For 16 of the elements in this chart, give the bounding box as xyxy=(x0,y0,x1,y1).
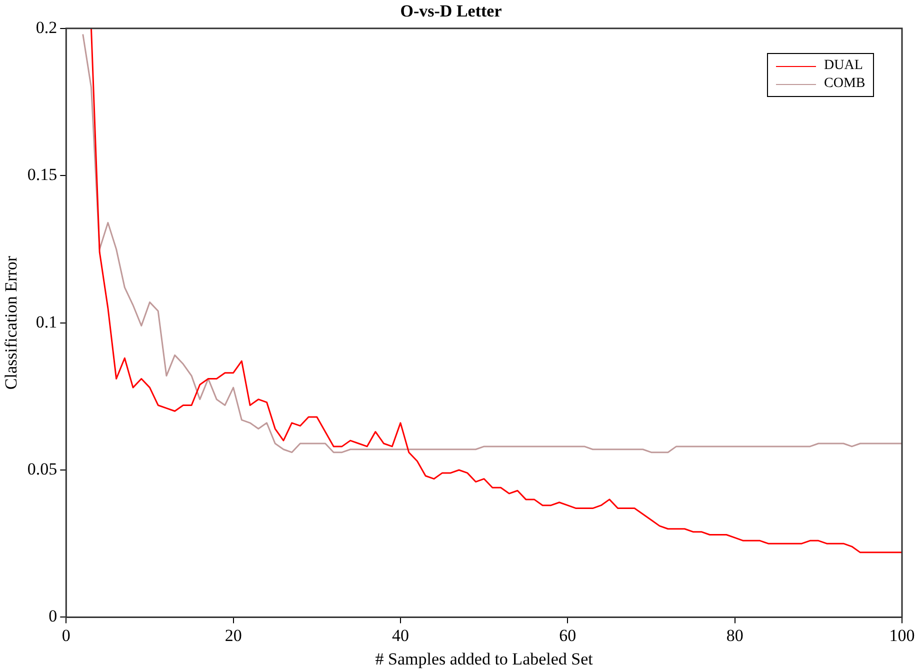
x-tick-label: 60 xyxy=(559,626,576,645)
x-tick-label: 80 xyxy=(726,626,744,645)
x-tick-label: 40 xyxy=(392,626,409,645)
chart-title: O-vs-D Letter xyxy=(400,2,502,21)
y-tick-label: 0.1 xyxy=(36,312,58,332)
y-tick-label: 0.2 xyxy=(36,18,58,37)
y-axis-title: Classification Error xyxy=(2,256,21,390)
legend-label: DUAL xyxy=(824,57,863,76)
x-axis-title: # Samples added to Labeled Set xyxy=(375,649,594,668)
y-tick-label: 0.05 xyxy=(27,459,58,478)
x-tick-label: 20 xyxy=(224,626,242,645)
legend-label: COMB xyxy=(824,75,866,94)
y-tick-label: 0 xyxy=(48,606,58,626)
x-tick-label: 0 xyxy=(62,626,70,645)
x-tick-label: 100 xyxy=(889,626,915,645)
y-tick-label: 0.15 xyxy=(27,165,58,184)
